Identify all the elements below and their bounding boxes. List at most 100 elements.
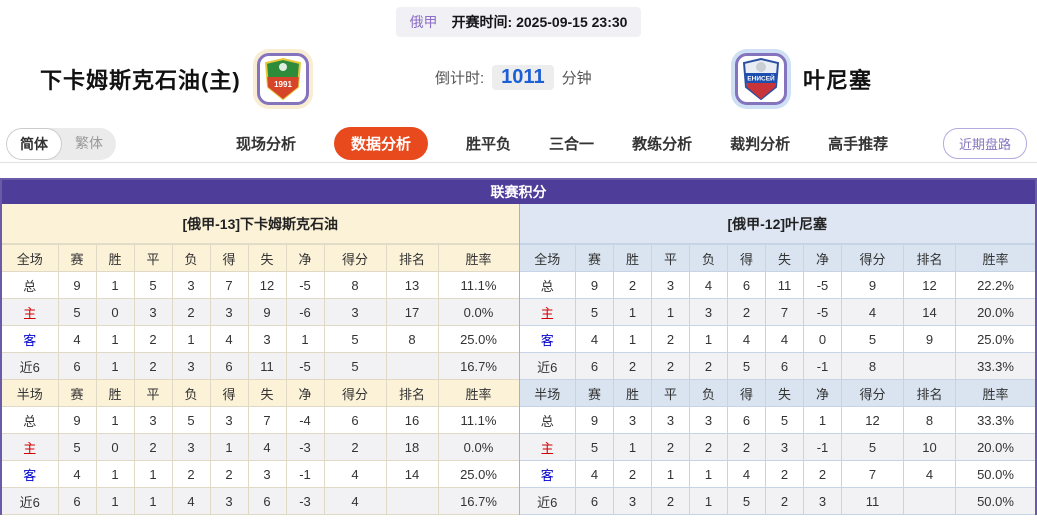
stat-cell: 4: [765, 325, 804, 353]
stat-cell: 25.0%: [955, 325, 1035, 353]
stat-row: 近6 6 1 2 3 6 11 -5 5 16.7%: [2, 352, 519, 380]
row-label: 近6: [519, 352, 576, 380]
stat-cell: 5: [727, 487, 766, 515]
stat-cell: 11: [765, 271, 804, 299]
stat-cell: 1: [613, 433, 652, 461]
tab-5[interactable]: 裁判分析: [730, 136, 791, 153]
stat-cell: 0: [95, 298, 135, 326]
column-header: 胜: [613, 244, 652, 272]
home-shield-icon: 1991: [264, 57, 301, 101]
stat-cell: 4: [727, 325, 766, 353]
lang-option-simplified[interactable]: 简体: [6, 127, 62, 160]
column-header: 赛: [57, 244, 97, 272]
column-header: 赛: [575, 244, 614, 272]
stat-cell: 2: [803, 460, 842, 488]
stat-cell: 8: [385, 325, 439, 353]
stat-cell: 11.1%: [437, 406, 519, 434]
column-header: 胜: [95, 244, 135, 272]
stat-cell: [385, 352, 439, 380]
row-label: 主: [519, 298, 576, 326]
stat-cell: 2: [651, 325, 690, 353]
column-header: 全场: [2, 244, 59, 272]
stat-cell: 6: [57, 352, 97, 380]
tab-4[interactable]: 教练分析: [632, 136, 693, 153]
stat-cell: -1: [803, 352, 842, 380]
stat-cell: 1: [689, 460, 728, 488]
column-header: 得: [209, 244, 249, 272]
column-header: 失: [247, 244, 287, 272]
stat-cell: 1: [613, 298, 652, 326]
stat-cell: 1: [651, 298, 690, 326]
stat-cell: 2: [651, 433, 690, 461]
stat-cell: 2: [689, 352, 728, 380]
match-header: 下卡姆斯克石油(主) 1991 倒计时: 1011 分钟 ЕНИСЕЙ 叶尼塞: [0, 41, 1037, 117]
stat-cell: 25.0%: [437, 325, 519, 353]
stat-row: 主 5 0 3 2 3 9 -6 3 17 0.0%: [2, 298, 519, 326]
row-label: 总: [2, 406, 59, 434]
row-label: 主: [519, 433, 576, 461]
stat-cell: 3: [803, 487, 842, 515]
stat-cell: 5: [133, 271, 173, 299]
tab-3[interactable]: 三合一: [549, 136, 595, 153]
stat-row: 主 5 1 2 2 2 3 -1 5 10 20.0%: [519, 433, 1035, 461]
stat-cell: 11: [841, 487, 904, 515]
stat-cell: 12: [903, 271, 956, 299]
lang-option-traditional[interactable]: 繁体: [75, 134, 103, 151]
stat-cell: 9: [247, 298, 287, 326]
stat-cell: 11.1%: [437, 271, 519, 299]
stat-cell: [903, 487, 956, 515]
stat-cell: 2: [133, 433, 173, 461]
stat-cell: 5: [171, 406, 211, 434]
stat-cell: 11: [247, 352, 287, 380]
stat-cell: 5: [57, 298, 97, 326]
stat-row: 总 9 2 3 4 6 11 -5 9 12 22.2%: [519, 271, 1035, 299]
recent-handicap-button[interactable]: 近期盘路: [942, 128, 1027, 159]
stat-cell: 0: [803, 325, 842, 353]
stat-row: 客 4 2 1 1 4 2 2 7 4 50.0%: [519, 460, 1035, 488]
stat-cell: 2: [689, 433, 728, 461]
stat-cell: 0.0%: [437, 298, 519, 326]
tab-0[interactable]: 现场分析: [236, 136, 297, 153]
column-header: 胜率: [955, 379, 1035, 407]
stat-cell: 16: [385, 406, 439, 434]
stat-cell: [385, 487, 439, 515]
stat-cell: 14: [385, 460, 439, 488]
stat-cell: 3: [765, 433, 804, 461]
tab-2[interactable]: 胜平负: [466, 136, 512, 153]
stat-cell: 3: [323, 298, 387, 326]
stat-cell: 4: [903, 460, 956, 488]
stat-row: 总 9 1 3 5 3 7 -4 6 16 11.1%: [2, 406, 519, 434]
stat-cell: 5: [575, 433, 614, 461]
column-header: 负: [689, 379, 728, 407]
stat-cell: 4: [323, 487, 387, 515]
stat-cell: 1: [689, 487, 728, 515]
column-header: 净: [285, 244, 325, 272]
stat-cell: 3: [171, 271, 211, 299]
column-header: 得: [727, 379, 766, 407]
stat-cell: 4: [323, 460, 387, 488]
stat-cell: 9: [575, 271, 614, 299]
stat-cell: 2: [765, 460, 804, 488]
stat-cell: 16.7%: [437, 352, 519, 380]
stat-cell: 4: [209, 325, 249, 353]
away-team-name: 叶尼塞: [803, 68, 873, 93]
stat-cell: 1: [689, 325, 728, 353]
tab-1[interactable]: 数据分析: [334, 127, 429, 160]
stat-cell: 4: [841, 298, 904, 326]
stat-cell: -5: [803, 298, 842, 326]
stat-cell: 12: [247, 271, 287, 299]
stat-cell: 1: [171, 325, 211, 353]
left-team-table-title: [俄甲-13]下卡姆斯克石油: [2, 204, 519, 244]
stat-cell: 20.0%: [955, 433, 1035, 461]
stat-cell: 14: [903, 298, 956, 326]
row-label: 主: [2, 298, 59, 326]
stat-cell: 7: [765, 298, 804, 326]
column-header: 平: [133, 379, 173, 407]
stat-cell: 1: [95, 271, 135, 299]
stat-cell: 1: [285, 325, 325, 353]
tab-6[interactable]: 高手推荐: [828, 136, 889, 153]
row-label: 近6: [2, 352, 59, 380]
stat-cell: 22.2%: [955, 271, 1035, 299]
column-header: 得: [209, 379, 249, 407]
stat-cell: 1: [95, 406, 135, 434]
